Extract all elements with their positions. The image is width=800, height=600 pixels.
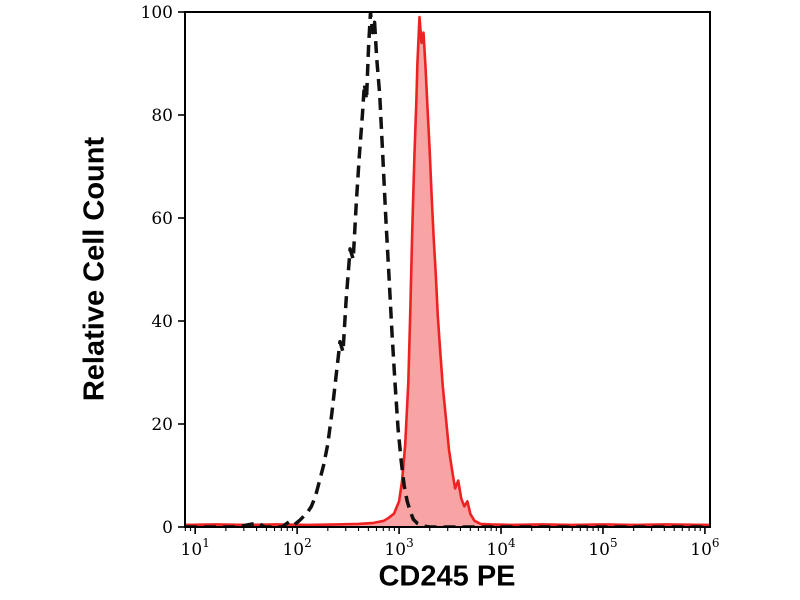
svg-text:106: 106 [690, 536, 719, 560]
svg-text:100: 100 [141, 3, 173, 23]
x-axis-ticks: 101 102 103 104 105 106 [181, 527, 720, 560]
svg-text:105: 105 [588, 536, 617, 560]
y-axis-title: Relative Cell Count [78, 136, 111, 402]
y-axis-ticks: 0 20 40 60 80 100 [141, 3, 185, 538]
svg-text:20: 20 [151, 415, 173, 435]
svg-text:103: 103 [384, 536, 413, 560]
series-cd245-pe-stained [185, 15, 710, 527]
x-axis-title: CD245 PE [378, 560, 516, 593]
series-negative-control [185, 12, 710, 527]
svg-text:60: 60 [151, 209, 173, 229]
svg-text:101: 101 [181, 536, 210, 560]
svg-text:40: 40 [151, 312, 173, 332]
svg-text:102: 102 [282, 536, 311, 560]
svg-text:0: 0 [162, 518, 173, 538]
svg-text:80: 80 [151, 106, 173, 126]
svg-text:104: 104 [486, 536, 516, 560]
